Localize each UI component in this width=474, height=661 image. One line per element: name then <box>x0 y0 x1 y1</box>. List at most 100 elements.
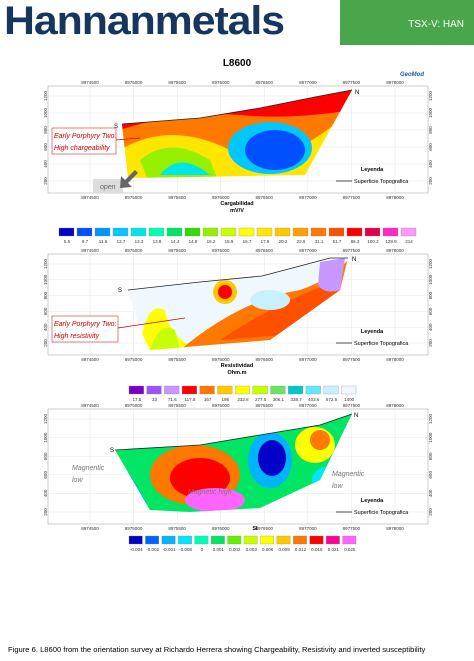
color-swatch <box>341 385 357 395</box>
scale-label: 0.006 <box>262 547 274 552</box>
x-tick-label: 8977500 <box>343 526 361 531</box>
x-tick-label: 8977000 <box>299 403 317 408</box>
color-swatch <box>164 385 180 395</box>
scale-label: 0.001 <box>213 547 225 552</box>
y-tick-label: 600 <box>43 307 48 315</box>
y-tick-label: 200 <box>428 339 433 347</box>
color-swatch <box>238 227 255 237</box>
scale-label: 672.5 <box>326 397 338 402</box>
x-tick-label: 8977500 <box>343 195 361 200</box>
scale-label: 17.9 <box>261 239 270 244</box>
annotation: Magnetic high <box>188 489 232 496</box>
x-tick-label: 8974500 <box>81 195 99 200</box>
x-tick-label: 8975000 <box>125 526 143 531</box>
scale-label: 16.7 <box>243 239 252 244</box>
x-tick-label: 8978000 <box>386 80 404 85</box>
x-tick-label: 8977000 <box>299 195 317 200</box>
x-tick-label: 8975500 <box>168 357 186 362</box>
scale-label: 277.5 <box>255 397 267 402</box>
x-tick-label: 8976000 <box>212 80 230 85</box>
y-tick-label: 600 <box>43 471 48 479</box>
scale-unit: mV/V <box>230 208 244 214</box>
color-swatch <box>235 385 250 395</box>
scale-label: 71.6 <box>168 397 177 402</box>
y-tick-label: 200 <box>43 339 48 347</box>
x-tick-label: 8975500 <box>168 403 186 408</box>
annotation: Early Porphyry Two: <box>54 133 117 140</box>
y-tick-label: 1200 <box>428 413 433 424</box>
color-swatch <box>382 227 399 237</box>
x-tick-label: 8976000 <box>212 248 230 253</box>
scale-label: 23.6 <box>297 239 306 244</box>
x-tick-label: 8976500 <box>256 526 274 531</box>
color-swatch <box>199 385 215 395</box>
y-tick-label: 1200 <box>43 90 48 101</box>
annotation: open <box>100 184 116 191</box>
annotation: High chargeability <box>54 145 110 152</box>
y-tick-label: 200 <box>43 177 48 185</box>
color-swatch <box>178 535 192 545</box>
y-tick-label: 800 <box>43 291 48 299</box>
x-tick-label: 8975500 <box>168 80 186 85</box>
open-box <box>93 179 123 193</box>
x-tick-label: 8975000 <box>125 357 143 362</box>
color-swatch <box>342 535 357 545</box>
scale-label: 306.1 <box>273 397 285 402</box>
color-swatch <box>184 227 201 237</box>
scale-label: 403.6 <box>308 397 320 402</box>
logo: Hannanmetals <box>4 0 284 43</box>
arrow <box>120 170 138 188</box>
caption: Figure 6. L8600 from the orientation sur… <box>8 645 425 654</box>
color-swatch <box>130 227 147 237</box>
annotation-box <box>51 127 141 155</box>
color-swatch <box>270 385 286 395</box>
color-swatch <box>260 535 275 545</box>
annotation: N <box>355 90 359 96</box>
color-swatch <box>276 535 291 545</box>
y-tick-label: 200 <box>428 177 433 185</box>
color-swatch <box>364 227 381 237</box>
y-tick-label: 1000 <box>43 274 48 285</box>
x-tick-label: 8974500 <box>81 403 99 408</box>
color-swatch <box>181 385 197 395</box>
legend-item: Superficie Topografica <box>354 179 409 185</box>
y-tick-label: 400 <box>43 323 48 331</box>
scale-label: 9.7 <box>82 239 89 244</box>
x-tick-label: 8976000 <box>212 357 230 362</box>
x-tick-label: 8975500 <box>168 526 186 531</box>
color-swatch <box>220 227 237 237</box>
color-swatch <box>210 535 225 545</box>
scale-label: 100.2 <box>367 239 379 244</box>
annotation: Early Porphyry Two: <box>54 321 117 328</box>
x-tick-label: 8978000 <box>386 403 404 408</box>
legend-title: Leyenda <box>361 498 384 504</box>
color-swatch <box>112 227 129 237</box>
y-tick-label: 1200 <box>428 90 433 101</box>
scale-label: 86.3 <box>351 239 360 244</box>
ticker: TSX-V: HAN <box>408 19 464 30</box>
x-tick-label: 8976500 <box>256 357 274 362</box>
x-tick-label: 8977000 <box>299 526 317 531</box>
color-swatch <box>323 385 339 395</box>
color-swatch <box>145 535 160 545</box>
x-tick-label: 8977000 <box>299 357 317 362</box>
color-swatch <box>76 227 93 237</box>
scale-unit: SI <box>252 526 258 532</box>
x-tick-label: 8977000 <box>299 248 317 253</box>
color-swatch <box>194 535 209 545</box>
scale-label: 129.9 <box>385 239 397 244</box>
color-swatch <box>148 227 165 237</box>
scale-label: 14.8 <box>189 239 198 244</box>
annotation: N <box>352 257 356 263</box>
scale-label: 0.002 <box>229 547 241 552</box>
scale-label: 12.7 <box>117 239 126 244</box>
scale-label: 17.5 <box>132 397 141 402</box>
annotation: High resistivity <box>54 333 100 340</box>
x-tick-label: 8975500 <box>168 195 186 200</box>
color-swatch <box>166 227 183 237</box>
annotation: S <box>114 124 118 130</box>
y-tick-label: 600 <box>428 143 433 151</box>
x-tick-label: 8976500 <box>256 248 274 253</box>
annotation: low <box>72 477 83 484</box>
